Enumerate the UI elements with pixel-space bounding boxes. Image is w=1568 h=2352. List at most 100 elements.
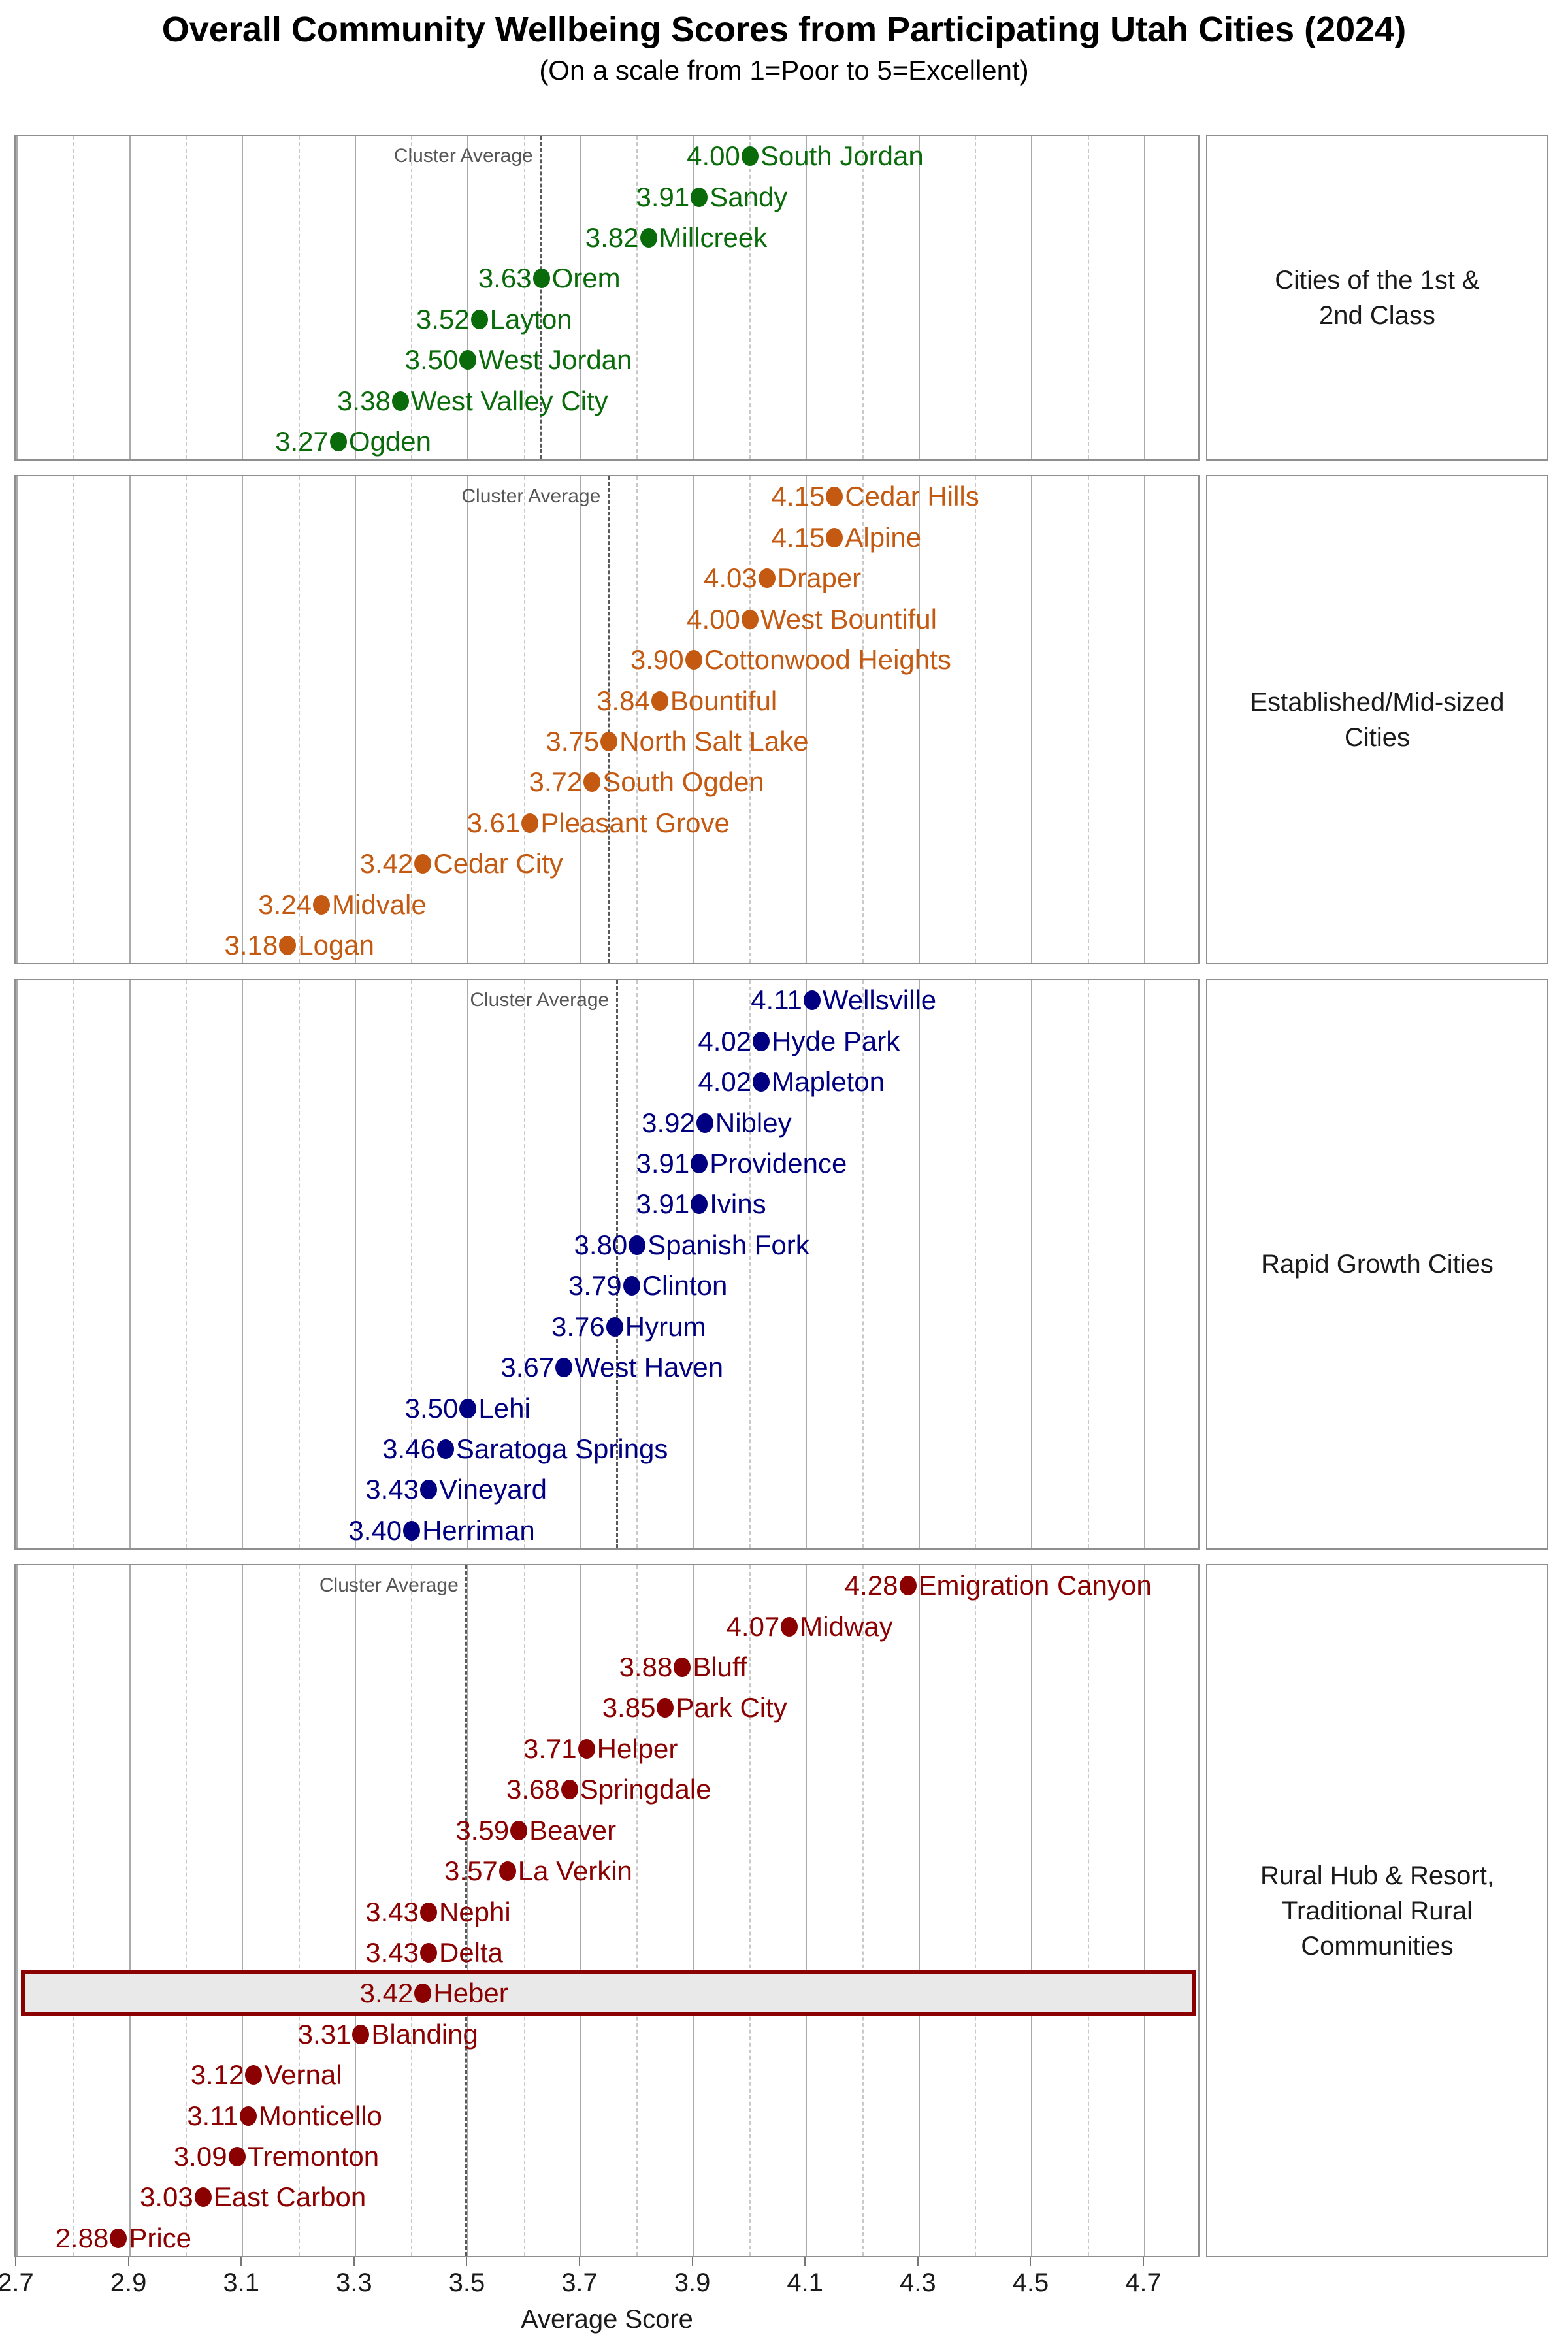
gridline-major xyxy=(129,1565,131,2256)
gridline-major xyxy=(129,136,131,460)
score-label: 3.67 xyxy=(500,1352,555,1383)
gridline-major xyxy=(806,476,808,964)
score-label: 4.28 xyxy=(844,1570,898,1601)
gridline-minor xyxy=(523,1565,525,2256)
cluster-average-label-text: Cluster Average xyxy=(461,485,601,508)
city-name-label: Park City xyxy=(676,1692,787,1723)
cluster-average-line xyxy=(607,476,610,964)
score-label: 3.09 xyxy=(173,2140,227,2172)
city-name-label: Nephi xyxy=(438,1896,511,1927)
panel-cities-1st-2nd-class: Cluster Average 4.00 South Jordan 3.91 Sandy… xyxy=(14,135,1200,461)
city-point xyxy=(329,432,347,452)
city-point xyxy=(600,731,618,751)
gridline-minor xyxy=(73,136,74,460)
city-point xyxy=(391,391,409,411)
city-point xyxy=(194,2187,212,2208)
gridline-major xyxy=(1031,136,1033,460)
gridline-major xyxy=(242,1565,244,2256)
city-point xyxy=(606,1316,623,1337)
score-label: 3.85 xyxy=(602,1692,656,1723)
x-tick-mark xyxy=(240,2257,242,2266)
city-point xyxy=(436,1439,454,1459)
gridline-minor xyxy=(749,980,751,1548)
city-name-label: West Valley City xyxy=(410,385,608,416)
x-tick-label: 3.9 xyxy=(674,2268,711,2297)
city-name-label: Beaver xyxy=(529,1814,617,1846)
gridline-major xyxy=(806,980,808,1548)
score-label: 4.15 xyxy=(771,481,825,512)
gridline-minor xyxy=(636,136,638,460)
city-point xyxy=(561,1780,578,1800)
gridline-major xyxy=(918,476,920,964)
gridline-major xyxy=(918,980,920,1548)
facet-strip-label: Rural Hub & Resort, Traditional Rural Comm… xyxy=(1260,1861,1494,1961)
gridline-minor xyxy=(862,980,864,1548)
gridline-minor xyxy=(636,476,638,964)
gridline-minor xyxy=(975,1565,977,2256)
city-name-label: Draper xyxy=(777,563,862,594)
city-name-label: East Carbon xyxy=(213,2181,367,2213)
gridline-minor xyxy=(523,980,525,1548)
x-tick-label: 3.7 xyxy=(561,2268,598,2297)
facet-strip-cities-1st-2nd-class: Cities of the 1st & 2nd Class xyxy=(1206,135,1548,461)
score-label: 3.91 xyxy=(636,1188,690,1220)
gridline-major xyxy=(467,1565,469,2256)
gridline-minor xyxy=(411,980,413,1548)
gridline-major xyxy=(16,136,18,460)
gridline-minor xyxy=(73,980,74,1548)
gridline-major xyxy=(918,1565,920,2256)
score-label: 3.72 xyxy=(529,766,583,798)
gridline-minor xyxy=(411,136,413,460)
gridline-minor xyxy=(636,1565,638,2256)
city-name-label: Midway xyxy=(800,1610,893,1642)
city-point xyxy=(826,527,843,547)
cluster-average-line xyxy=(615,980,618,1548)
x-tick-label: 3.3 xyxy=(335,2268,372,2297)
x-tick-label: 2.7 xyxy=(0,2268,34,2297)
score-label: 3.38 xyxy=(337,385,391,416)
city-point xyxy=(228,2146,246,2166)
city-point xyxy=(583,772,601,792)
gridline-major xyxy=(16,1565,18,2256)
gridline-minor xyxy=(749,136,751,460)
score-label: 3.63 xyxy=(478,263,532,294)
facet-strip-label: Established/Mid-sized Cities xyxy=(1250,687,1505,752)
city-name-label: North Salt Lake xyxy=(619,725,809,757)
facet-strip-label: Rapid Growth Cities xyxy=(1261,1250,1494,1279)
x-tick-mark xyxy=(804,2257,806,2266)
city-point xyxy=(803,990,821,1011)
city-name-label: Springdale xyxy=(580,1774,711,1805)
score-label: 4.03 xyxy=(704,563,757,594)
score-label: 3.18 xyxy=(224,930,278,961)
city-point xyxy=(623,1276,640,1296)
city-point xyxy=(510,1820,528,1840)
score-label: 3.79 xyxy=(568,1270,622,1301)
city-point xyxy=(498,1861,516,1882)
gridline-major xyxy=(16,476,18,964)
score-label: 3.90 xyxy=(630,644,684,676)
facet-strip-rapid-growth: Rapid Growth Cities xyxy=(1206,979,1548,1550)
city-point xyxy=(245,2065,263,2085)
x-tick-label: 2.9 xyxy=(110,2268,147,2297)
gridline-minor xyxy=(185,136,187,460)
score-label: 4.00 xyxy=(687,140,740,172)
city-name-label: Delta xyxy=(438,1936,504,1968)
gridline-minor xyxy=(975,980,977,1548)
gridline-major xyxy=(580,136,581,460)
score-label: 3.82 xyxy=(585,222,639,253)
city-point xyxy=(741,146,759,167)
city-point xyxy=(696,1113,713,1133)
gridline-major xyxy=(129,980,131,1548)
cluster-average-label-text: Cluster Average xyxy=(470,989,610,1011)
city-point xyxy=(419,1480,437,1500)
gridline-minor xyxy=(636,980,638,1548)
city-point xyxy=(419,1942,437,1963)
score-label: 3.92 xyxy=(642,1107,695,1138)
city-name-label: Layton xyxy=(489,303,572,335)
gridline-minor xyxy=(1087,980,1089,1548)
panel-rural-hub-resort-traditional: Cluster Average 4.28 Emigration Canyon 4.07… xyxy=(14,1564,1200,2257)
gridline-minor xyxy=(185,476,187,964)
city-name-label: Ogden xyxy=(348,426,432,457)
score-label: 4.02 xyxy=(698,1025,752,1056)
x-tick-mark xyxy=(917,2257,919,2266)
